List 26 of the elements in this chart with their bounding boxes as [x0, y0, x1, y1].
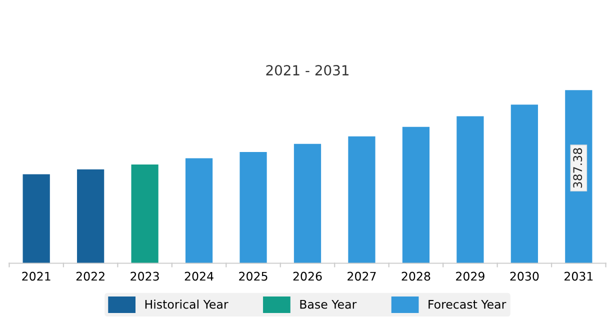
- x-tick-label: 2025: [239, 272, 268, 281]
- x-tick-label: 2028: [402, 272, 430, 281]
- data-label: 387.38: [573, 148, 582, 188]
- bar: [22, 174, 50, 264]
- chart-title: 2021 - 2031: [266, 65, 348, 76]
- bar: [456, 116, 484, 264]
- bar: [294, 144, 322, 264]
- legend-label: Forecast Year: [428, 300, 506, 309]
- x-tick-label: 2026: [293, 272, 322, 281]
- bar: [402, 126, 430, 264]
- x-tick-label: 2027: [348, 272, 376, 281]
- x-tick-label: 2021: [22, 272, 50, 281]
- legend-label: Historical Year: [145, 300, 228, 309]
- bar: [185, 158, 213, 264]
- x-tick-label: 2022: [76, 272, 104, 281]
- x-tick-label: 2031: [564, 272, 593, 281]
- x-tick-label: 2023: [130, 272, 159, 281]
- x-tick-label: 2024: [184, 272, 214, 281]
- bar: [131, 164, 158, 264]
- bar: [77, 169, 104, 264]
- bar: [510, 104, 538, 264]
- x-tick-label: 2029: [456, 272, 484, 281]
- bar: [240, 152, 267, 264]
- legend-label: Base Year: [300, 300, 357, 309]
- bar: [348, 136, 376, 264]
- x-tick-label: 2030: [510, 272, 539, 281]
